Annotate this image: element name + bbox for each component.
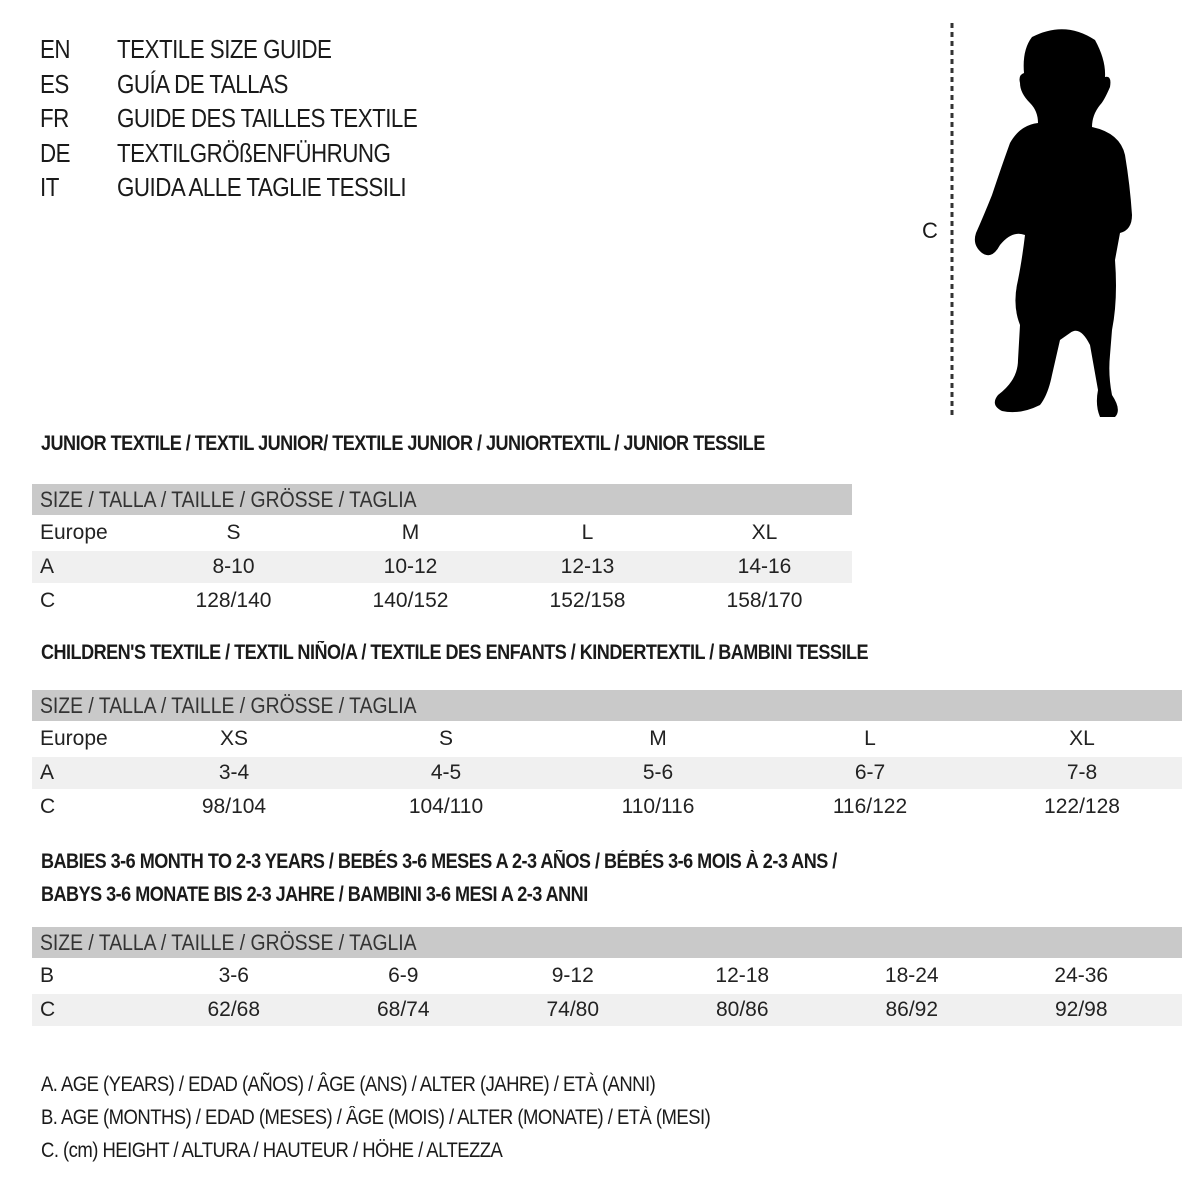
child-silhouette-icon [950,23,1132,418]
table-cell: 3-4 [218,761,250,784]
junior-heading: JUNIOR TEXTILE / TEXTIL JUNIOR/ TEXTILE … [41,432,765,455]
table-cell: 158/170 [726,589,803,612]
table-cell: 116/122 [832,795,908,818]
table-cell: 68/74 [376,998,430,1021]
legend-b: B. AGE (MONTHS) / EDAD (MESES) / ÂGE (MO… [41,1106,711,1129]
table-cell: XL [751,521,778,544]
language-title: TEXTILGRÖßENFÜHRUNG [117,137,391,168]
table-row: Europe XS S M L XL [32,723,1182,755]
table-cell: 6-7 [854,761,886,784]
table-cell: 86/92 [885,998,939,1021]
table-cell: 24-36 [1054,964,1109,987]
table-cell: L [581,521,594,544]
table-cell: 80/86 [715,998,769,1021]
table-cell: 9-12 [551,964,594,987]
table-cell: 98/104 [201,795,267,818]
table-row: Europe S M L XL [32,517,852,549]
table-cell: 8-10 [212,555,255,578]
table-header: SIZE / TALLA / TAILLE / GRÖSSE / TAGLIA [32,484,852,515]
table-header-label: SIZE / TALLA / TAILLE / GRÖSSE / TAGLIA [40,693,417,718]
table-cell: 12-13 [560,555,615,578]
row-label: Europe [40,521,108,544]
babies-heading-line-2: BABYS 3-6 MONATE BIS 2-3 JAHRE / BAMBINI… [41,883,588,906]
table-cell: 5-6 [642,761,674,784]
junior-size-table: SIZE / TALLA / TAILLE / GRÖSSE / TAGLIA … [32,484,852,617]
table-cell: 4-5 [430,761,462,784]
table-row: C 98/104 104/110 110/116 116/122 122/128 [32,791,1182,823]
table-header: SIZE / TALLA / TAILLE / GRÖSSE / TAGLIA [32,690,1182,721]
table-row: C 128/140 140/152 152/158 158/170 [32,585,852,617]
babies-heading-line-1: BABIES 3-6 MONTH TO 2-3 YEARS / BEBÉS 3-… [41,850,837,873]
table-row: A 8-10 10-12 12-13 14-16 [32,551,852,583]
row-label: C [40,589,56,612]
row-label: Europe [40,727,108,750]
table-row: C 62/68 68/74 74/80 80/86 86/92 92/98 [32,994,1182,1026]
language-title: GUÍA DE TALLAS [117,68,288,99]
height-measure-label: C [922,218,938,243]
legend-a: A. AGE (YEARS) / EDAD (AÑOS) / ÂGE (ANS)… [41,1073,656,1096]
table-cell: 6-9 [388,964,419,987]
row-label: C [40,795,56,818]
language-code: FR [40,103,69,133]
table-cell: 10-12 [383,555,438,578]
table-cell: 7-8 [1066,761,1098,784]
language-title: GUIDA ALLE TAGLIE TESSILI [117,172,407,202]
language-code: ES [40,68,69,99]
language-code: IT [40,172,59,202]
table-cell: 92/98 [1054,998,1108,1021]
table-cell: XL [1069,727,1095,750]
babies-size-table: SIZE / TALLA / TAILLE / GRÖSSE / TAGLIA … [32,927,1182,1026]
language-title: TEXTILE SIZE GUIDE [117,34,332,64]
table-cell: XS [219,727,248,750]
table-cell: 3-6 [218,964,249,987]
table-cell: 12-18 [715,964,770,987]
table-cell: M [401,521,420,544]
table-cell: 14-16 [737,555,792,578]
table-cell: 62/68 [207,998,261,1021]
table-cell: S [226,521,241,544]
children-size-table: SIZE / TALLA / TAILLE / GRÖSSE / TAGLIA … [32,690,1182,823]
table-header: SIZE / TALLA / TAILLE / GRÖSSE / TAGLIA [32,927,1182,958]
row-label: A [40,761,55,784]
row-label: A [40,555,55,578]
children-heading: CHILDREN'S TEXTILE / TEXTIL NIÑO/A / TEX… [41,641,869,664]
row-label: B [40,964,55,987]
table-row: A 3-4 4-5 5-6 6-7 7-8 [32,757,1182,789]
table-cell: 152/158 [549,589,626,612]
legend-c: C. (cm) HEIGHT / ALTURA / HAUTEUR / HÖHE… [41,1139,503,1162]
table-header-label: SIZE / TALLA / TAILLE / GRÖSSE / TAGLIA [40,930,417,955]
table-cell: S [438,727,453,750]
table-row: B 3-6 6-9 9-12 12-18 18-24 24-36 [32,960,1182,992]
table-cell: L [864,727,876,750]
table-cell: 122/128 [1044,795,1120,818]
language-code: DE [40,137,71,168]
table-cell: 110/116 [621,795,695,818]
language-code: EN [40,34,71,64]
table-cell: 128/140 [195,589,272,612]
table-cell: M [649,727,667,750]
table-cell: 74/80 [546,998,600,1021]
row-label: C [40,998,56,1021]
table-cell: 140/152 [372,589,449,612]
table-cell: 104/110 [408,795,484,818]
table-cell: 18-24 [884,964,939,987]
language-title: GUIDE DES TAILLES TEXTILE [117,103,418,133]
table-header-label: SIZE / TALLA / TAILLE / GRÖSSE / TAGLIA [40,487,417,512]
